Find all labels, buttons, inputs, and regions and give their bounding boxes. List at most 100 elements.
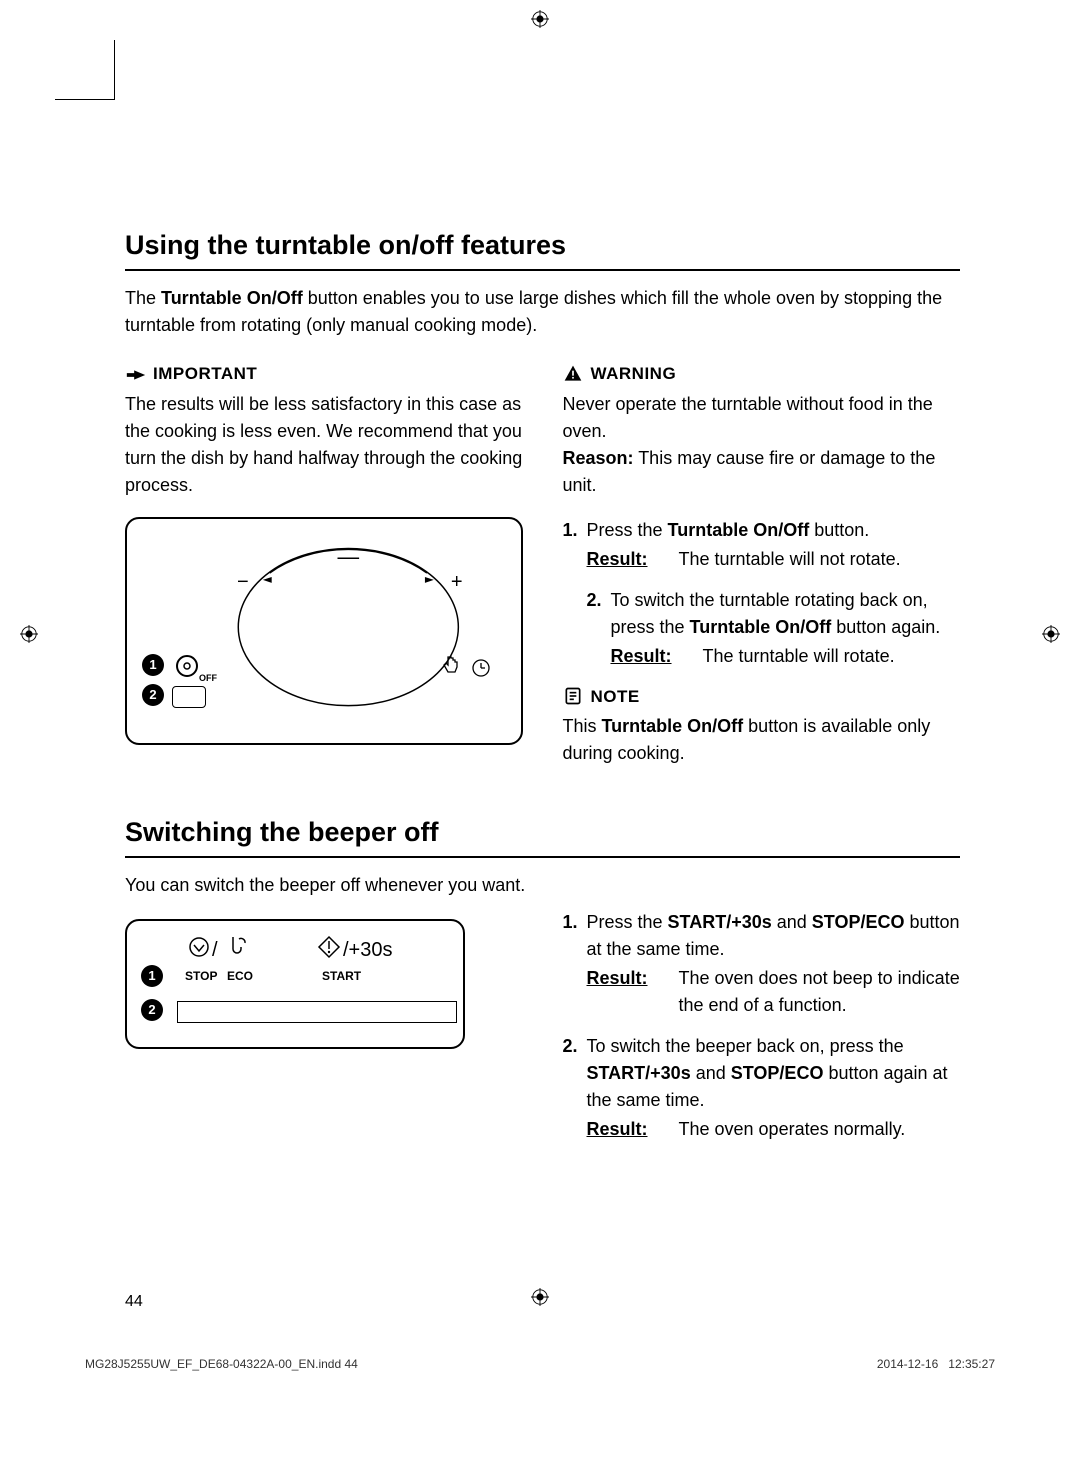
- section2-step1: 1. Press the START/+30s and STOP/ECO but…: [563, 909, 961, 1019]
- intro-text-pre: The: [125, 288, 161, 308]
- s2-step2-bold2: STOP/ECO: [731, 1063, 824, 1083]
- plus-label: +: [451, 567, 463, 597]
- step2-bold: Turntable On/Off: [690, 617, 832, 637]
- registration-mark-top: [531, 10, 549, 28]
- eco-label: ECO: [227, 967, 253, 985]
- start-label: START: [322, 967, 361, 985]
- dial-diagram: − + 1 2 OFF: [125, 517, 523, 745]
- stop-label: STOP: [185, 967, 217, 985]
- registration-mark-bottom: [531, 1288, 549, 1306]
- s2-step2-pre: To switch the beeper back on, press the: [587, 1036, 904, 1056]
- step1-result-row: Result: The turntable will not rotate.: [587, 546, 961, 573]
- callout-2: 2: [142, 684, 164, 706]
- d2-callout-1: 1: [141, 965, 163, 987]
- s2-step2-mid: and: [691, 1063, 731, 1083]
- important-label: IMPORTANT: [153, 361, 257, 387]
- turntable-off-icon: [172, 651, 202, 681]
- section2-columns: 1 2 / STOP ECO /+30s START: [125, 909, 960, 1157]
- reason-label: Reason:: [563, 448, 634, 468]
- crop-mark-top-left: [55, 40, 115, 100]
- note-header: NOTE: [563, 684, 961, 710]
- section1-step2: 2. To switch the turntable rotating back…: [563, 587, 961, 670]
- s2-step1-result-text: The oven does not beep to indicate the e…: [679, 965, 961, 1019]
- doc-time: 12:35:27: [948, 1357, 995, 1371]
- s2-step1-num: 1.: [563, 909, 587, 1019]
- blank-button-icon: [172, 686, 206, 708]
- minus-label: −: [237, 567, 249, 597]
- doc-info: MG28J5255UW_EF_DE68-04322A-00_EN.indd 44: [85, 1357, 358, 1371]
- s2-step1-body: Press the START/+30s and STOP/ECO button…: [587, 909, 961, 1019]
- important-text: The results will be less satisfactory in…: [125, 391, 523, 499]
- s2-step1-bold1: START/+30s: [668, 912, 772, 932]
- note-bold: Turntable On/Off: [602, 716, 744, 736]
- s2-step2-body: To switch the beeper back on, press the …: [587, 1033, 961, 1143]
- step2-result-label: Result:: [611, 646, 672, 666]
- s2-step1-result-label: Result:: [587, 968, 648, 988]
- step1-body: Press the Turntable On/Off button. Resul…: [587, 517, 961, 573]
- page-number: 44: [125, 1293, 143, 1311]
- warning-text: Never operate the turntable without food…: [563, 391, 961, 445]
- s2-step2-result-label: Result:: [587, 1119, 648, 1139]
- stop-symbol-icon: [187, 935, 211, 967]
- section2-heading: Switching the beeper off: [125, 817, 960, 858]
- section1-step1: 1. Press the Turntable On/Off button. Re…: [563, 517, 961, 573]
- step2-post: button again.: [831, 617, 940, 637]
- start-symbol-icon: [317, 935, 341, 967]
- section2-left-column: 1 2 / STOP ECO /+30s START: [125, 909, 523, 1157]
- s2-step2-bold1: START/+30s: [587, 1063, 691, 1083]
- s2-step2-result-row: Result: The oven operates normally.: [587, 1116, 961, 1143]
- section1-right-column: WARNING Never operate the turntable with…: [563, 361, 961, 767]
- section2-step2: 2. To switch the beeper back on, press t…: [563, 1033, 961, 1143]
- s2-step1-result-row: Result: The oven does not beep to indica…: [587, 965, 961, 1019]
- note-text: This Turntable On/Off button is availabl…: [563, 713, 961, 767]
- step1-post: button.: [809, 520, 869, 540]
- slash: /: [212, 935, 218, 965]
- warning-label: WARNING: [591, 361, 677, 387]
- step2-result-row: Result: The turntable will rotate.: [611, 643, 961, 670]
- intro-text-bold: Turntable On/Off: [161, 288, 303, 308]
- section2: Switching the beeper off You can switch …: [125, 817, 960, 1157]
- registration-mark-right: [1042, 625, 1060, 643]
- s2-step2-num: 2.: [563, 1033, 587, 1143]
- step1-bold: Turntable On/Off: [668, 520, 810, 540]
- s2-step1-mid: and: [772, 912, 812, 932]
- important-header: IMPORTANT: [125, 361, 523, 387]
- section2-intro: You can switch the beeper off whenever y…: [125, 872, 960, 899]
- section1-heading: Using the turntable on/off features: [125, 230, 960, 271]
- note-icon: [563, 686, 583, 706]
- doc-date: 2014-12-16: [877, 1357, 938, 1371]
- s2-step1-bold2: STOP/ECO: [812, 912, 905, 932]
- step2-body: To switch the turntable rotating back on…: [611, 587, 961, 670]
- eco-symbol-icon: [225, 933, 251, 967]
- doc-timestamp: 2014-12-16 12:35:27: [877, 1357, 995, 1371]
- step2-result-text: The turntable will rotate.: [703, 643, 895, 670]
- touch-icon: [439, 654, 463, 686]
- callout-1: 1: [142, 654, 164, 676]
- display-rect: [177, 1001, 457, 1023]
- d2-callout-2: 2: [141, 999, 163, 1021]
- step1-num: 1.: [563, 517, 587, 573]
- reason-row: Reason: This may cause fire or damage to…: [563, 445, 961, 499]
- dial-diagram-svg: [127, 519, 521, 743]
- note-label: NOTE: [591, 684, 640, 710]
- section1-intro: The Turntable On/Off button enables you …: [125, 285, 960, 339]
- step1-result-text: The turntable will not rotate.: [679, 546, 901, 573]
- off-text: OFF: [199, 672, 217, 686]
- clock-icon: [471, 658, 491, 686]
- step1-pre: Press the: [587, 520, 668, 540]
- s2-step1-pre: Press the: [587, 912, 668, 932]
- page-content: Using the turntable on/off features The …: [125, 230, 960, 1157]
- section1-columns: IMPORTANT The results will be less satis…: [125, 361, 960, 767]
- step2-num: 2.: [587, 587, 611, 670]
- step1-result-label: Result:: [587, 549, 648, 569]
- note-pre: This: [563, 716, 602, 736]
- warning-header: WARNING: [563, 361, 961, 387]
- warning-icon: [563, 364, 583, 384]
- section2-right-column: 1. Press the START/+30s and STOP/ECO but…: [563, 909, 961, 1157]
- s2-step2-result-text: The oven operates normally.: [679, 1116, 906, 1143]
- registration-mark-left: [20, 625, 38, 643]
- pointing-hand-icon: [125, 364, 145, 384]
- section1-left-column: IMPORTANT The results will be less satis…: [125, 361, 523, 767]
- plus30-label: /+30s: [343, 935, 392, 965]
- button-diagram: 1 2 / STOP ECO /+30s START: [125, 919, 465, 1049]
